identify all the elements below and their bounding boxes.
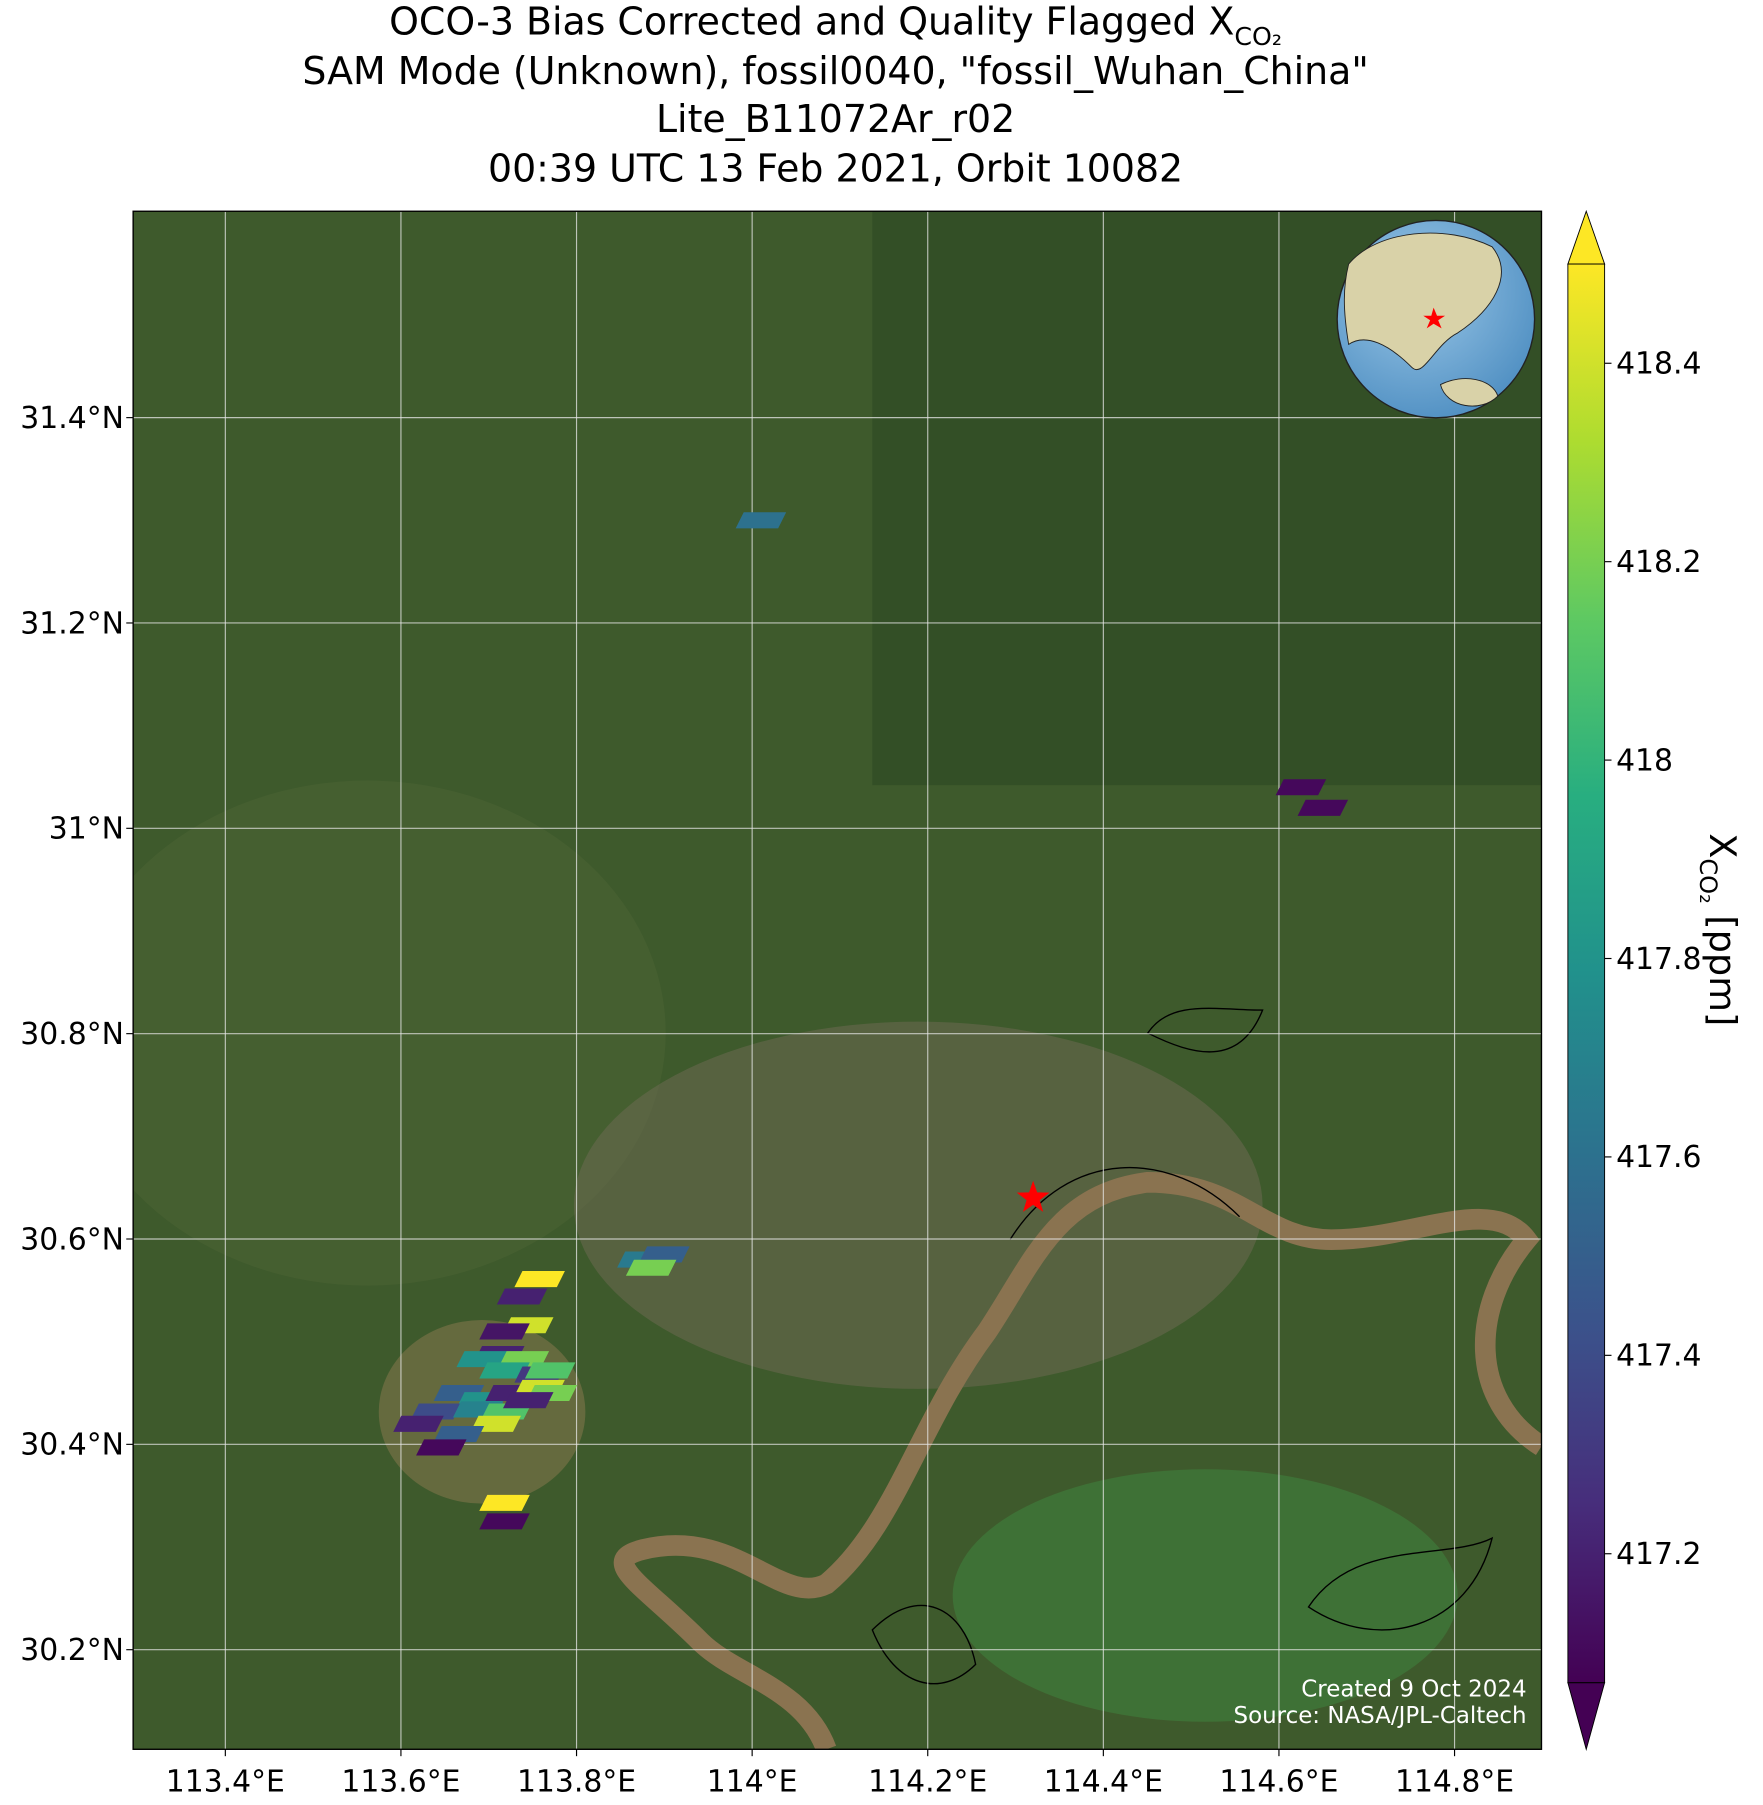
credit-text: Source: NASA/JPL-Caltech: [1234, 1703, 1527, 1729]
sounding: [502, 1392, 554, 1409]
title-subscript: CO₂: [1234, 22, 1282, 51]
x-tick-label: 114°E: [707, 1765, 798, 1800]
colorbar-label-main: X: [1701, 833, 1744, 858]
chart-title: SAM Mode (Unknown), fossil0040, "fossil_…: [302, 49, 1368, 93]
colorbar-frame: [1567, 263, 1606, 1684]
sounding: [639, 1246, 690, 1263]
sounding: [433, 1426, 485, 1443]
sounding: [625, 1259, 677, 1276]
x-tick-label: 114.6°E: [1219, 1765, 1338, 1800]
sounding: [393, 1415, 444, 1432]
chart-title: 00:39 UTC 13 Feb 2021, Orbit 10082: [488, 146, 1183, 190]
y-tick-label: 30.8°N: [20, 1017, 124, 1052]
y-tick-label: 30.4°N: [20, 1428, 124, 1463]
sounding: [514, 1271, 565, 1288]
credit-text: Created 9 Oct 2024: [1301, 1676, 1526, 1702]
sounding: [496, 1288, 548, 1305]
y-tick-label: 31.2°N: [20, 606, 124, 641]
title-line: OCO-3 Bias Corrected and Quality Flagged…: [389, 0, 1234, 43]
sounding: [1297, 799, 1349, 816]
y-tick-label: 30.6°N: [20, 1222, 124, 1257]
title-line: Lite_B11072Ar_r02: [656, 97, 1015, 141]
colorbar-tick-label: 418.2: [1616, 545, 1701, 580]
sounding: [416, 1439, 467, 1456]
colorbar-tick-label: 417.6: [1616, 1140, 1701, 1175]
sounding: [479, 1323, 530, 1340]
y-tick-label: 31.4°N: [20, 401, 124, 436]
sounding: [524, 1362, 576, 1379]
chart-title: Lite_B11072Ar_r02: [656, 97, 1015, 141]
sounding: [1275, 779, 1327, 796]
colorbar-extend-max: [1567, 209, 1606, 265]
x-tick-label: 113.6°E: [341, 1765, 460, 1800]
sounding: [410, 1403, 462, 1420]
x-tick-label: 113.4°E: [166, 1765, 285, 1800]
sounding: [479, 1513, 530, 1530]
colorbar-label-subscript: CO₂: [1694, 858, 1722, 903]
sounding: [479, 1494, 530, 1511]
site-marker: [1016, 1180, 1050, 1212]
colorbar-tick-label: 417.2: [1616, 1537, 1701, 1572]
x-tick-label: 114.4°E: [1044, 1765, 1163, 1800]
colorbar: [1567, 264, 1605, 1683]
chart-title: OCO-3 Bias Corrected and Quality Flagged…: [389, 0, 1282, 51]
sounding: [479, 1362, 530, 1379]
title-line: SAM Mode (Unknown), fossil0040, "fossil_…: [302, 49, 1368, 93]
colorbar-tick-label: 417.8: [1616, 942, 1701, 977]
colorbar-label: XCO₂ [ppm]: [1694, 833, 1744, 1026]
y-tick-label: 30.2°N: [20, 1633, 124, 1668]
x-tick-label: 114.2°E: [868, 1765, 987, 1800]
inset-globe: [1336, 219, 1536, 419]
colorbar-extend-min: [1567, 1682, 1606, 1752]
colorbar-tick-label: 417.4: [1616, 1339, 1701, 1374]
y-tick-label: 31°N: [49, 812, 124, 847]
title-line: 00:39 UTC 13 Feb 2021, Orbit 10082: [488, 146, 1183, 190]
colorbar-tick-label: 418.4: [1616, 347, 1701, 382]
colorbar-tick-label: 418: [1616, 743, 1673, 778]
sounding: [735, 512, 787, 529]
map-frame: [132, 210, 1543, 1750]
x-tick-label: 113.8°E: [517, 1765, 636, 1800]
basemap: [133, 211, 1542, 1750]
colorbar-label-suffix: [ppm]: [1701, 915, 1744, 1026]
x-tick-label: 114.8°E: [1395, 1765, 1514, 1800]
